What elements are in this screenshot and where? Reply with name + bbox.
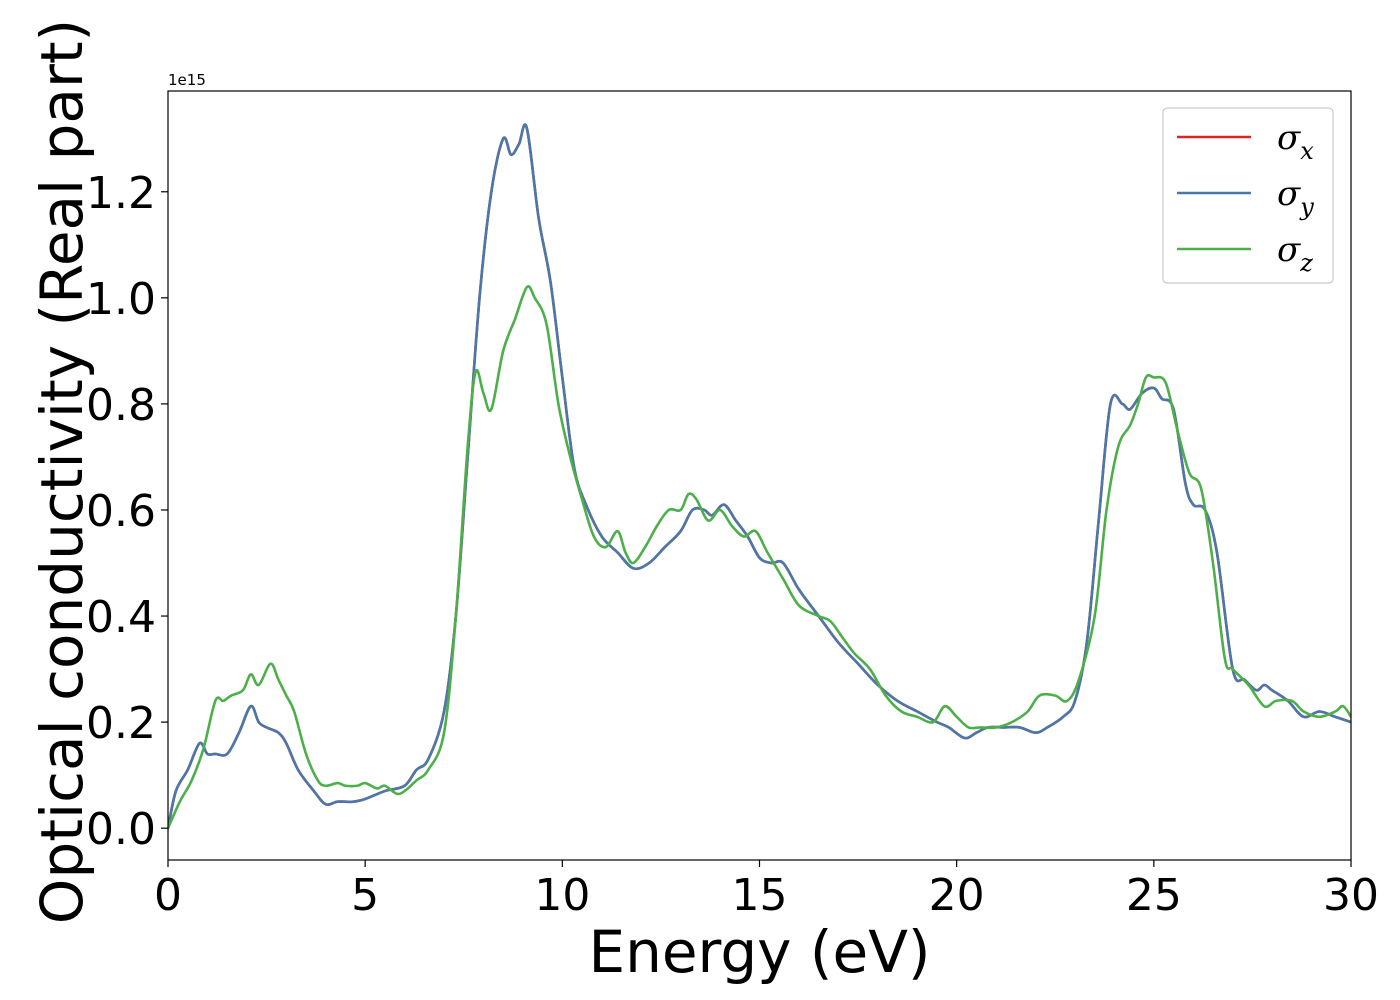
y-tick-label: 0.4 — [86, 592, 156, 643]
x-tick-label: 10 — [534, 870, 590, 921]
x-tick-label: 20 — [929, 870, 985, 921]
y-tick-label: 0.8 — [86, 380, 156, 431]
series-line-z — [168, 285, 1351, 830]
y-axis-ticks: 0.0 0.2 0.4 0.6 0.8 1.0 1.2 — [86, 168, 168, 855]
x-axis-label: Energy (eV) — [588, 918, 930, 986]
x-tick-label: 15 — [732, 870, 788, 921]
x-tick-label: 30 — [1323, 870, 1379, 921]
y-tick-label: 0.0 — [86, 804, 156, 855]
y-tick-label: 0.6 — [86, 486, 156, 537]
y-axis-label: Optical conductivity (Real part) — [28, 19, 96, 924]
y-tick-label: 1.2 — [86, 168, 156, 219]
series-layer — [168, 123, 1351, 830]
y-tick-label: 0.2 — [86, 698, 156, 749]
x-tick-label: 5 — [351, 870, 379, 921]
y-tick-label: 1.0 — [86, 274, 156, 325]
x-tick-label: 25 — [1126, 870, 1182, 921]
x-tick-label: 0 — [154, 870, 182, 921]
x-axis-ticks: 0 5 10 15 20 25 30 — [154, 860, 1379, 921]
legend-box — [1162, 107, 1334, 284]
y-axis-offset-label: 1e15 — [168, 71, 206, 89]
